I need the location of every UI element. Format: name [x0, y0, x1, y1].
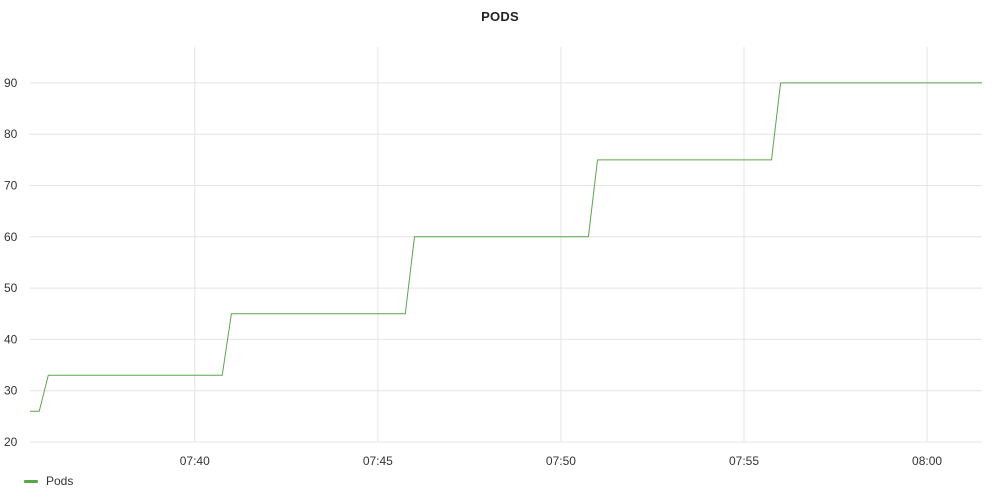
y-tick-label: 90 — [4, 76, 18, 90]
legend-label: Pods — [46, 474, 74, 488]
x-tick-label: 07:50 — [546, 454, 576, 468]
x-tick-label: 07:45 — [363, 454, 393, 468]
y-tick-label: 20 — [4, 435, 18, 449]
x-tick-label: 07:40 — [180, 454, 210, 468]
y-tick-label: 80 — [4, 127, 18, 141]
x-tick-label: 07:55 — [729, 454, 759, 468]
x-tick-label: 08:00 — [912, 454, 942, 468]
chart-title: PODS — [481, 9, 519, 24]
y-tick-label: 30 — [4, 384, 18, 398]
y-tick-label: 40 — [4, 332, 18, 346]
y-tick-label: 50 — [4, 281, 18, 295]
legend-swatch — [24, 479, 38, 483]
legend[interactable]: Pods — [24, 474, 73, 488]
y-tick-label: 60 — [4, 230, 18, 244]
y-tick-label: 70 — [4, 179, 18, 193]
series-line-pods — [30, 82, 982, 412]
